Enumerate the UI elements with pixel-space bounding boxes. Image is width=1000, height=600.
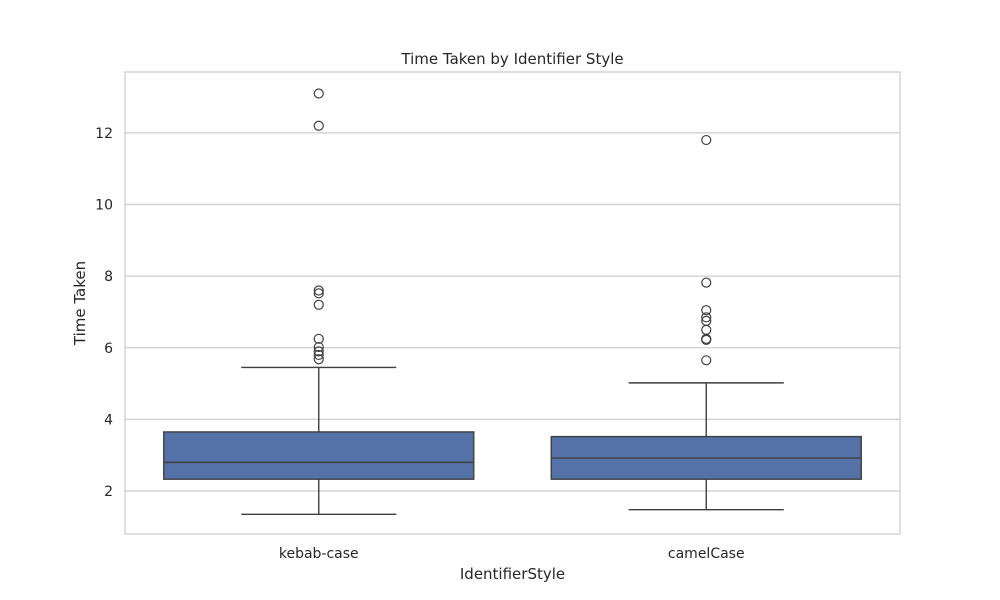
y-tick-label: 12	[95, 126, 113, 142]
y-axis-label: Time Taken	[71, 261, 89, 346]
x-axis-label: IdentifierStyle	[460, 565, 565, 583]
box-group	[163, 88, 475, 516]
outlier-point	[313, 346, 324, 357]
y-tick-label: 2	[104, 484, 113, 500]
outlier-point	[313, 88, 324, 99]
y-tick-label: 6	[104, 341, 113, 357]
outlier-point	[701, 305, 712, 316]
outlier-point	[701, 134, 712, 146]
plot-frame	[124, 71, 901, 535]
x-tick-label: camelCase	[668, 546, 745, 562]
outlier-point	[313, 285, 324, 296]
box-iqr	[163, 431, 475, 480]
box-series	[163, 88, 862, 516]
outlier-point	[313, 354, 324, 365]
outlier-point	[701, 312, 712, 323]
outlier-point	[313, 288, 324, 299]
x-tick-label: kebab-case	[279, 546, 359, 562]
outlier-point	[313, 120, 324, 131]
y-tick-label: 4	[104, 412, 113, 428]
x-axis-ticks: kebab-case camelCase	[279, 546, 745, 562]
outlier-point	[701, 355, 712, 366]
chart-title: Time Taken by Identifier Style	[400, 50, 623, 68]
gridlines	[125, 132, 900, 492]
outlier-point	[701, 315, 712, 327]
box-group	[550, 134, 862, 511]
outlier-point	[313, 299, 324, 310]
y-tick-label: 8	[104, 269, 113, 285]
outlier-point	[313, 341, 324, 353]
outlier-point	[701, 277, 712, 288]
y-axis-ticks: 2 4 6 8 10 12	[95, 126, 113, 500]
outlier-point	[313, 349, 324, 361]
y-tick-label: 10	[95, 198, 113, 214]
outlier-point	[313, 333, 324, 344]
